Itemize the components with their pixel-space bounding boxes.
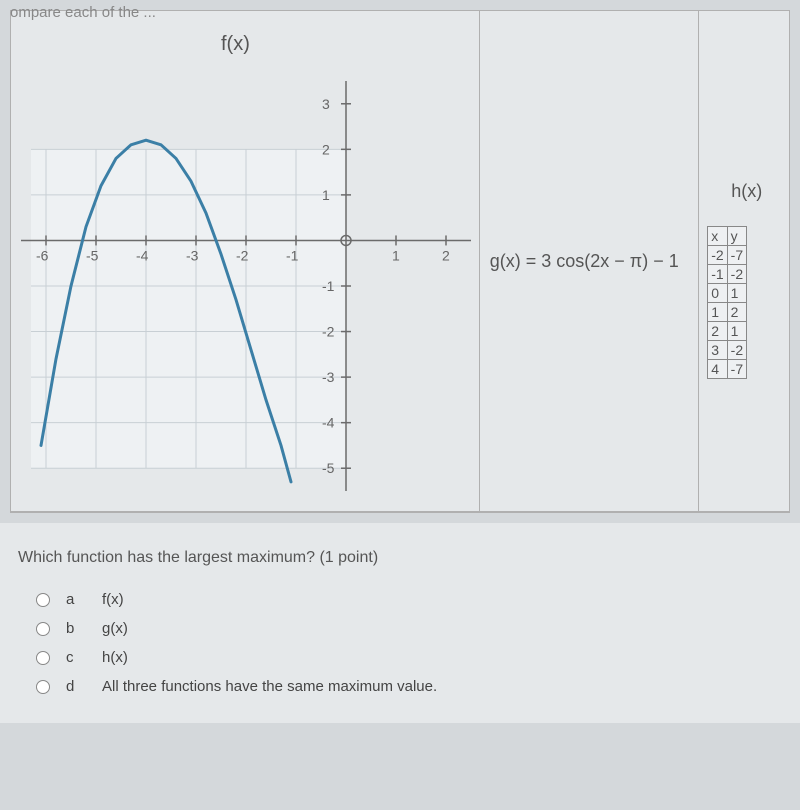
choice-a[interactable]: a f(x) [36, 585, 800, 614]
svg-text:-3: -3 [186, 247, 199, 263]
g-formula: g(x) = 3 cos(2x − π) − 1 [490, 251, 679, 272]
f-chart: -6 -5 -4 -3 -2 -1 1 2 -5 -4 -3 -2 -1 1 2 3 [0, 71, 481, 501]
svg-text:-3: -3 [322, 369, 335, 385]
h-title: h(x) [731, 181, 762, 202]
svg-text:3: 3 [322, 96, 330, 112]
choice-c[interactable]: c h(x) [36, 643, 800, 672]
svg-text:-5: -5 [86, 247, 99, 263]
choice-text: h(x) [102, 649, 128, 666]
panel-f: f(x) -6 -5 -4 -3 -2 -1 1 2 -5 -4 -3 -2 -1 1 2 3 [11, 11, 480, 511]
f-title: f(x) [221, 33, 250, 56]
table-row: 21 [708, 322, 747, 341]
table-row: -2-7 [708, 246, 747, 265]
radio-icon[interactable] [36, 651, 50, 665]
h-table-header: x [708, 227, 727, 246]
svg-text:2: 2 [322, 141, 330, 157]
h-table: xy-2-7-1-20112213-24-7 [707, 226, 747, 379]
svg-text:1: 1 [392, 247, 400, 263]
panel-g: g(x) = 3 cos(2x − π) − 1 [480, 11, 699, 511]
radio-icon[interactable] [36, 593, 50, 607]
choice-letter: a [66, 591, 86, 608]
svg-text:2: 2 [442, 247, 450, 263]
choice-text: f(x) [102, 591, 124, 608]
svg-text:-4: -4 [322, 415, 335, 431]
table-row: 3-2 [708, 341, 747, 360]
choice-text: g(x) [102, 620, 128, 637]
choice-letter: c [66, 649, 86, 666]
table-row: -1-2 [708, 265, 747, 284]
svg-text:-1: -1 [322, 278, 335, 294]
table-row: 01 [708, 284, 747, 303]
choice-d[interactable]: d All three functions have the same maxim… [36, 672, 800, 701]
choice-letter: b [66, 620, 86, 637]
svg-text:-2: -2 [236, 247, 249, 263]
choice-b[interactable]: b g(x) [36, 614, 800, 643]
choice-text: All three functions have the same maximu… [102, 678, 437, 695]
radio-icon[interactable] [36, 680, 50, 694]
table-row: 12 [708, 303, 747, 322]
radio-icon[interactable] [36, 622, 50, 636]
svg-text:-4: -4 [136, 247, 149, 263]
svg-text:-2: -2 [322, 324, 335, 340]
svg-text:-6: -6 [36, 247, 49, 263]
svg-text:-5: -5 [322, 460, 335, 476]
problem-panel: f(x) -6-5-4-3-2-112-5-4-3-2-1123 g(x) = … [10, 10, 790, 513]
question-text: Which function has the largest maximum? … [0, 523, 800, 575]
table-row: 4-7 [708, 360, 747, 379]
answer-choices: a f(x) b g(x) c h(x) d All three functions have… [0, 575, 800, 723]
svg-text:-1: -1 [286, 247, 299, 263]
choice-letter: d [66, 678, 86, 695]
svg-text:1: 1 [322, 187, 330, 203]
panel-h: h(x) xy-2-7-1-20112213-24-7 [699, 11, 789, 511]
h-table-header: y [727, 227, 746, 246]
